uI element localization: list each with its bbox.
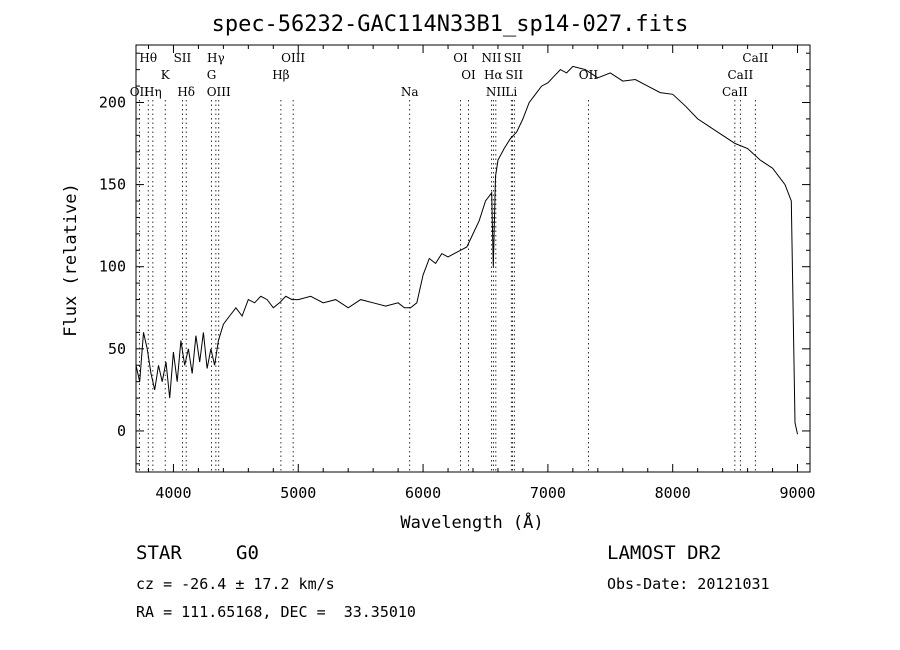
x-tick-label: 5000 [280, 484, 316, 502]
x-tick-label: 7000 [530, 484, 566, 502]
spectral-line-label: SII [174, 51, 192, 65]
y-axis-label: Flux (relative) [61, 183, 81, 337]
y-tick-label: 150 [99, 176, 126, 194]
spectral-line-label: K [161, 68, 171, 82]
spectral-line-label: Hβ [272, 68, 289, 82]
spectral-line-label: Hδ [177, 85, 195, 99]
spectral-line-label: OIII [281, 51, 305, 65]
x-tick-label: 9000 [779, 484, 815, 502]
spectral-line-label: CaII [727, 68, 753, 82]
spectral-line-label: Hγ [207, 51, 225, 65]
spectral-line-label: NII [481, 51, 501, 65]
spectral-line-markers [138, 100, 756, 472]
spectral-line-label: OIII [207, 85, 231, 99]
x-axis-ticks: 4000 5000 6000 7000 8000 9000 [147, 45, 816, 502]
spectral-line-label: Li [505, 85, 517, 99]
chart-title: spec-56232-GAC114N33B1_sp14-027.fits [211, 12, 689, 37]
spectral-line-label: CaII [742, 51, 768, 65]
y-tick-label: 200 [99, 93, 126, 111]
y-tick-label: 50 [108, 340, 126, 358]
x-axis-label: Wavelength (Å) [400, 511, 543, 533]
spectral-line-label: Hη [144, 85, 162, 99]
spectral-line-label: OII [130, 85, 150, 99]
spectral-line-label: SII [505, 68, 523, 82]
survey-label: LAMOST DR2 [607, 542, 722, 564]
spectral-line-label: OII [579, 68, 599, 82]
observation-date: Obs-Date: 20121031 [607, 575, 770, 593]
spectrum-series-line [135, 65, 798, 435]
redshift-value: cz = -26.4 ± 17.2 km/s [136, 575, 335, 593]
spectral-line-label: NII [486, 85, 506, 99]
spectral-subclass: G0 [236, 542, 259, 564]
y-tick-label: 100 [99, 258, 126, 276]
y-tick-label: 0 [117, 422, 126, 440]
object-class: STAR [136, 542, 182, 564]
x-tick-label: 8000 [655, 484, 691, 502]
x-tick-label: 6000 [405, 484, 441, 502]
spectral-line-label: OI [453, 51, 468, 65]
y-axis-ticks: 0 50 100 150 200 [99, 52, 810, 465]
spectral-line-label: Hα [484, 68, 503, 82]
spectral-line-label: CaII [722, 85, 748, 99]
spectral-line-label: OI [461, 68, 476, 82]
spectral-line-label: SII [504, 51, 522, 65]
plot-frame [135, 44, 811, 473]
coordinates: RA = 111.65168, DEC = 33.35010 [136, 603, 416, 621]
spectral-line-label: Na [401, 85, 419, 99]
spectral-line-label: G [207, 68, 217, 82]
spectral-line-label: Hθ [139, 51, 157, 65]
x-tick-label: 4000 [155, 484, 191, 502]
